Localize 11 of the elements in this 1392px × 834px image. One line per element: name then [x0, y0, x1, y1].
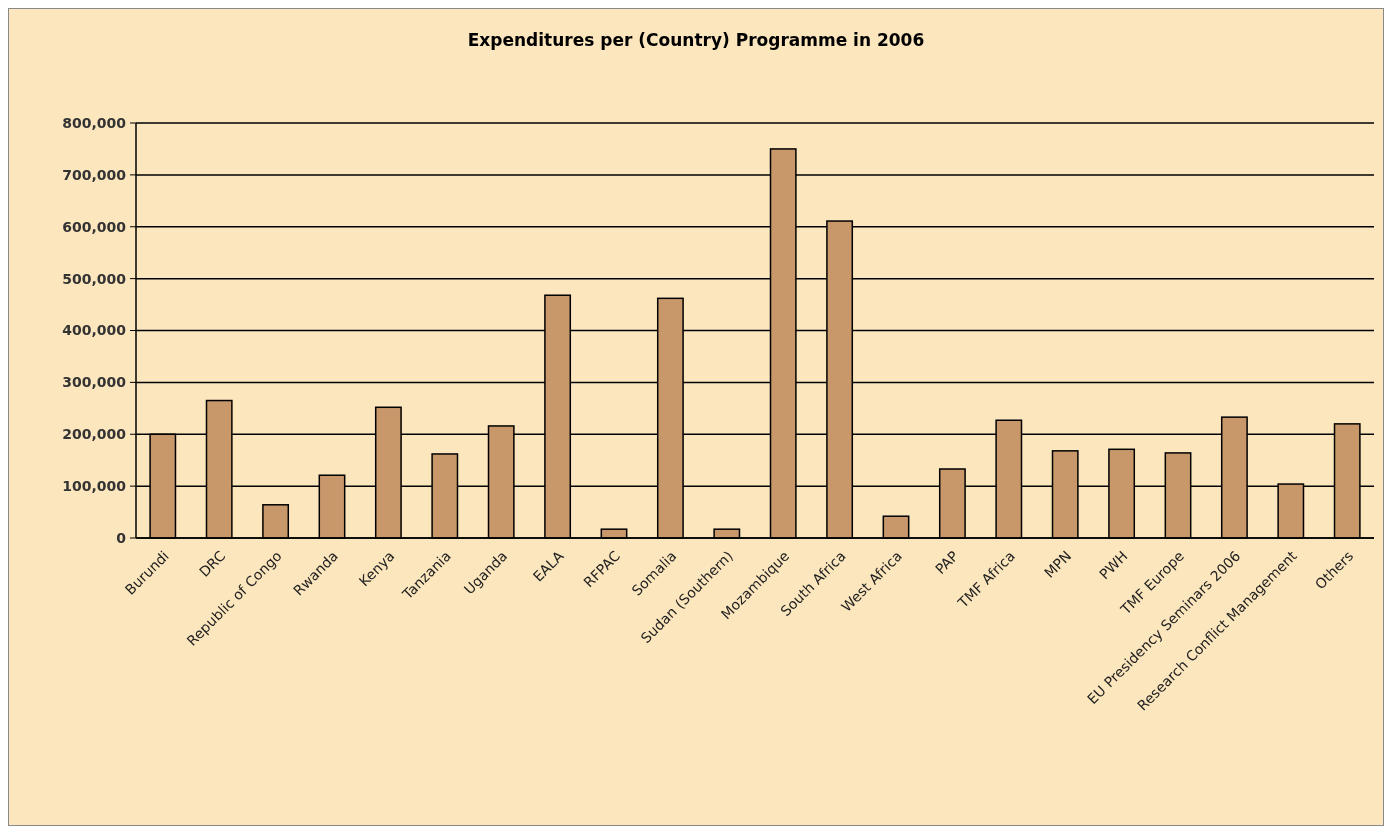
- chart-title: Expenditures per (Country) Programme in 2006: [467, 30, 925, 50]
- y-tick-label: 400,000: [62, 322, 127, 339]
- y-tick-label: 800,000: [62, 114, 127, 131]
- y-tick-label: 700,000: [62, 166, 127, 183]
- y-tick-label: 600,000: [62, 218, 127, 235]
- y-tick-label: 0: [116, 529, 127, 546]
- y-tick-label: 100,000: [62, 478, 127, 495]
- y-tick-label: 500,000: [62, 270, 127, 287]
- y-tick-label: 300,000: [62, 374, 127, 391]
- y-tick-label: 200,000: [62, 426, 127, 443]
- x-tick-label: PAP: [932, 547, 962, 578]
